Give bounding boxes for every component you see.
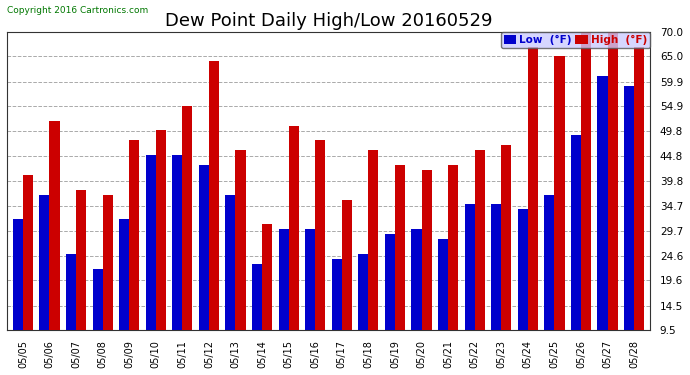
Bar (262, 224, 272, 330)
Bar (448, 165, 458, 330)
Bar (92, 268, 103, 330)
Bar (624, 86, 634, 330)
Bar (146, 155, 156, 330)
Bar (288, 126, 299, 330)
Legend: Low  (°F), High  (°F): Low (°F), High (°F) (501, 32, 650, 48)
Bar (182, 106, 193, 330)
Bar (119, 219, 129, 330)
Bar (608, 27, 618, 330)
Bar (50, 121, 59, 330)
Bar (252, 264, 262, 330)
Bar (422, 170, 432, 330)
Bar (103, 195, 112, 330)
Bar (368, 150, 379, 330)
Bar (491, 204, 501, 330)
Bar (634, 46, 644, 330)
Bar (209, 62, 219, 330)
Title: Dew Point Daily High/Low 20160529: Dew Point Daily High/Low 20160529 (165, 12, 492, 30)
Bar (501, 145, 511, 330)
Bar (528, 46, 538, 330)
Bar (279, 229, 288, 330)
Bar (571, 135, 581, 330)
Bar (554, 57, 564, 330)
Bar (598, 76, 608, 330)
Bar (518, 209, 528, 330)
Bar (475, 150, 485, 330)
Bar (385, 234, 395, 330)
Bar (464, 204, 475, 330)
Bar (129, 140, 139, 330)
Bar (156, 130, 166, 330)
Bar (305, 229, 315, 330)
Bar (235, 150, 246, 330)
Bar (342, 200, 352, 330)
Text: Copyright 2016 Cartronics.com: Copyright 2016 Cartronics.com (7, 6, 148, 15)
Bar (581, 27, 591, 330)
Bar (411, 229, 422, 330)
Bar (315, 140, 325, 330)
Bar (199, 165, 209, 330)
Bar (438, 239, 448, 330)
Bar (66, 254, 76, 330)
Bar (358, 254, 368, 330)
Bar (23, 175, 33, 330)
Bar (172, 155, 182, 330)
Bar (332, 259, 342, 330)
Bar (76, 190, 86, 330)
Bar (544, 195, 554, 330)
Bar (226, 195, 235, 330)
Bar (39, 195, 50, 330)
Bar (395, 165, 405, 330)
Bar (13, 219, 23, 330)
